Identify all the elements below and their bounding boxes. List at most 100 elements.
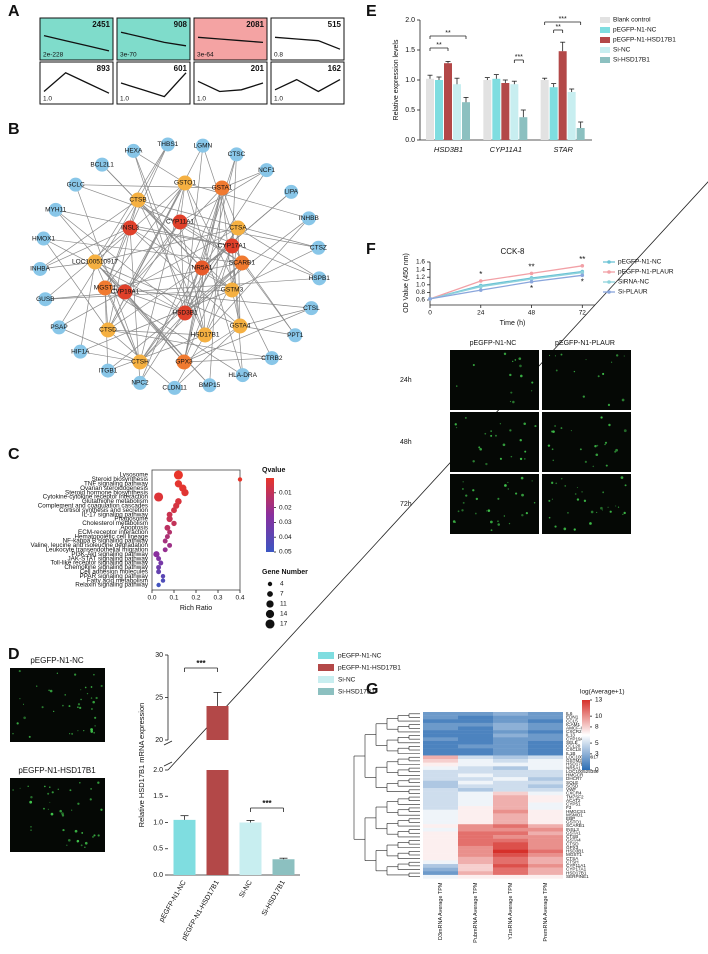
node-label: CTSH xyxy=(131,359,149,366)
cell-speck xyxy=(57,788,59,790)
heatmap-cell xyxy=(458,762,493,767)
legend-swatch xyxy=(600,17,610,23)
cell-speck xyxy=(595,453,599,457)
bar xyxy=(453,84,461,140)
heatmap-cell xyxy=(423,835,458,839)
cell-speck xyxy=(71,809,73,811)
heatmap-cell xyxy=(423,748,458,753)
network-edge xyxy=(94,261,241,327)
legend-label: Si-PLAUR xyxy=(618,289,648,296)
heatmap-cell xyxy=(528,780,563,785)
cell-speck xyxy=(621,398,625,402)
network-node xyxy=(259,163,274,178)
significance-label: *** xyxy=(196,659,206,668)
cell-speck xyxy=(49,786,51,788)
heatmap-cell xyxy=(423,759,458,763)
row-label: CCL20 xyxy=(566,744,581,749)
size-legend-dot xyxy=(267,591,273,597)
cell-speck xyxy=(604,443,606,446)
bar xyxy=(576,128,585,140)
chart-title: CCK-8 xyxy=(500,247,525,256)
legend-label: pEGFP-N1-PLAUR xyxy=(618,269,674,276)
heatmap-cell xyxy=(528,777,563,781)
cell-speck xyxy=(90,788,92,790)
profile-line xyxy=(274,78,341,93)
network-edge xyxy=(139,312,186,363)
cell-speck xyxy=(597,375,600,378)
bubble xyxy=(156,556,162,562)
cell-speck xyxy=(19,698,21,700)
heatmap-cell xyxy=(493,755,528,760)
y-tick-label: 0.5 xyxy=(405,107,415,114)
heatmap-cell xyxy=(458,791,493,796)
heatmap-cell xyxy=(528,864,563,868)
size-legend-label: 4 xyxy=(280,581,284,588)
bar xyxy=(426,78,434,140)
heatmap-cell xyxy=(423,791,458,796)
node-label: NPC2 xyxy=(131,380,149,387)
heatmap-cell xyxy=(493,831,528,836)
cell-speck xyxy=(495,434,497,437)
node-label: PPT1 xyxy=(287,332,304,339)
cell-speck xyxy=(497,523,500,526)
heatmap-cell xyxy=(458,780,493,785)
profile-p-value: 3e-70 xyxy=(120,52,137,59)
network-edge xyxy=(107,221,181,331)
row-label: TM7SF2 xyxy=(566,794,584,799)
bubble xyxy=(173,502,180,509)
heatmap-cell xyxy=(423,867,458,872)
cell-speck xyxy=(533,501,536,504)
row-label: CTSB xyxy=(566,834,578,839)
panel-label: G xyxy=(366,681,378,698)
heatmap-cell xyxy=(528,773,563,778)
heatmap-cell xyxy=(423,802,458,807)
network-node xyxy=(288,328,303,343)
heatmap-cell xyxy=(493,802,528,807)
heatmap-cell xyxy=(493,856,528,861)
network-edge xyxy=(58,327,141,363)
heatmap-cell xyxy=(528,751,563,756)
bubble xyxy=(173,470,183,480)
node-label: HMOX1 xyxy=(32,235,56,242)
bubble xyxy=(153,551,160,558)
cell-speck xyxy=(77,703,81,706)
heatmap-cell xyxy=(528,769,563,774)
bar xyxy=(540,80,549,140)
cell-speck xyxy=(602,491,605,494)
node-label: GUSB xyxy=(36,296,54,303)
network-edge xyxy=(94,261,141,363)
series-point xyxy=(478,284,483,289)
cell-speck xyxy=(604,441,608,444)
heatmap-cell xyxy=(528,806,563,810)
heatmap-cell xyxy=(493,766,528,771)
cell-speck xyxy=(43,807,45,810)
network-node xyxy=(224,282,240,298)
node-label: INHBB xyxy=(299,215,319,222)
cell-speck xyxy=(567,512,569,514)
profile-box xyxy=(270,61,345,105)
heatmap-cell xyxy=(458,827,493,832)
heatmap-cell xyxy=(493,853,528,857)
heatmap-cell xyxy=(423,733,458,738)
heatmap-cell xyxy=(493,816,528,821)
legend-swatch xyxy=(318,688,334,695)
cell-speck xyxy=(531,381,534,384)
row-label: SC5D xyxy=(566,783,579,788)
heatmap-cell xyxy=(423,762,458,767)
bar xyxy=(444,63,452,141)
heatmap-cell xyxy=(458,802,493,807)
heatmap-cell xyxy=(458,722,493,727)
cell-speck xyxy=(475,497,479,501)
network-edge xyxy=(237,227,320,279)
bubble xyxy=(156,582,161,588)
cell-speck xyxy=(474,512,477,515)
heatmap-cell xyxy=(528,715,563,720)
cell-speck xyxy=(520,374,523,378)
network-edge xyxy=(139,182,186,363)
cell-speck xyxy=(64,694,67,696)
cell-speck xyxy=(499,457,503,460)
colorbar-title: Qvalue xyxy=(262,467,285,474)
bubble xyxy=(171,507,177,514)
cell-speck xyxy=(50,812,54,816)
